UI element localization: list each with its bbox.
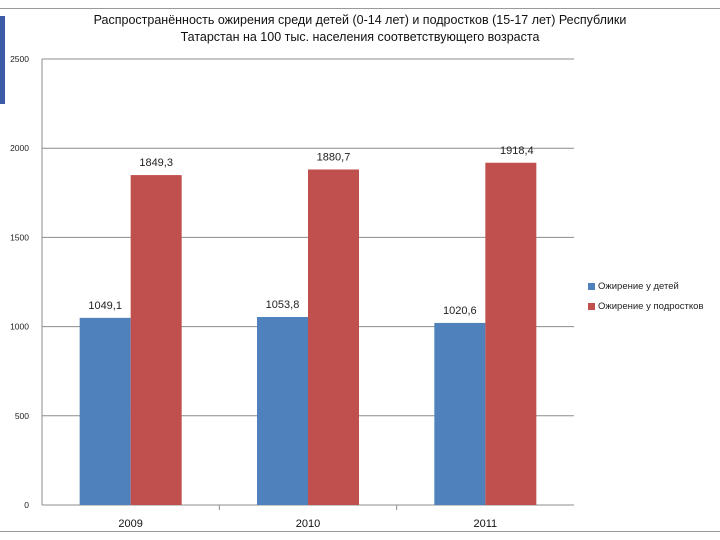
bar-adolescents-2009 <box>130 175 182 505</box>
frame-top-border <box>0 8 720 9</box>
chart-title: Распространённость ожирения среди детей … <box>60 12 660 46</box>
y-tick-label: 1000 <box>10 322 29 332</box>
y-tick-label: 2500 <box>10 54 29 64</box>
chart-title-line-2: Татарстан на 100 тыс. населения соответс… <box>180 30 540 44</box>
bar-adolescents-2010 <box>308 169 359 505</box>
y-tick-label: 1500 <box>10 232 29 242</box>
bar-adolescents-2011 <box>485 162 537 505</box>
bar-children-2011 <box>434 322 486 505</box>
data-label: 1049,1 <box>88 300 122 312</box>
legend-swatch <box>588 282 595 290</box>
x-tick-label: 2010 <box>296 518 320 530</box>
legend-item: Ожирение у подростков <box>588 296 718 316</box>
slide-accent-bar <box>0 16 5 104</box>
legend-swatch <box>588 302 595 310</box>
data-label: 1053,8 <box>266 299 300 311</box>
y-tick-label: 2000 <box>10 143 29 153</box>
legend-label: Ожирение у подростков <box>598 300 704 312</box>
chart-legend: Ожирение у детей Ожирение у подростков <box>588 276 718 316</box>
legend-item: Ожирение у детей <box>588 276 718 296</box>
data-label: 1849,3 <box>139 157 173 169</box>
data-label: 1880,7 <box>317 151 351 163</box>
data-label: 1918,4 <box>500 145 534 157</box>
bar-children-2009 <box>79 317 131 505</box>
y-tick-label: 500 <box>15 411 29 421</box>
x-tick-label: 2011 <box>474 518 498 530</box>
bar-children-2010 <box>257 317 308 505</box>
frame-bottom-border <box>0 531 720 532</box>
x-tick-label: 2009 <box>118 518 142 530</box>
data-label: 1020,6 <box>443 305 477 317</box>
legend-label: Ожирение у детей <box>598 280 679 292</box>
chart-title-line-1: Распространённость ожирения среди детей … <box>93 13 627 27</box>
y-tick-label: 0 <box>24 500 29 510</box>
